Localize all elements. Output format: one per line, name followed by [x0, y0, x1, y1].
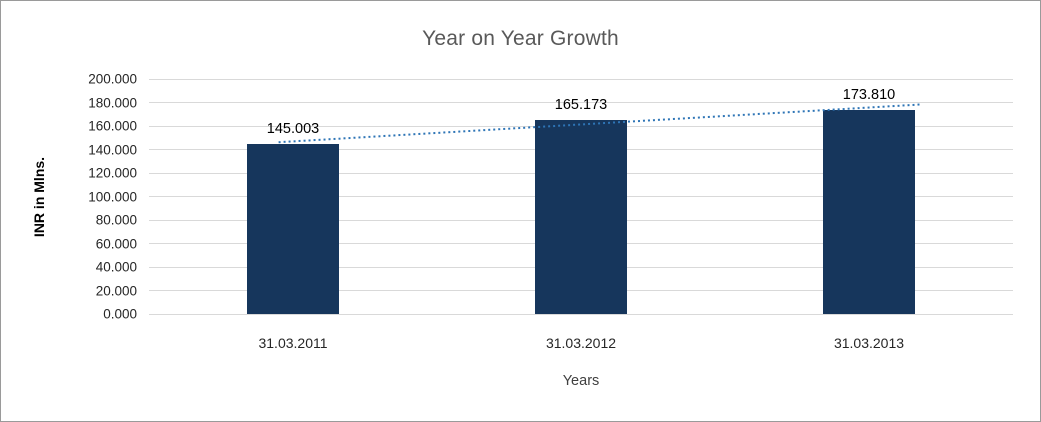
trendline-path — [278, 103, 921, 144]
y-tick-label: 80.000 — [95, 212, 137, 228]
y-tick-label: 120.000 — [88, 165, 137, 181]
y-tick-label: 200.000 — [88, 71, 137, 87]
y-tick-label: 180.000 — [88, 95, 137, 110]
x-tick-label: 31.03.2013 — [833, 335, 905, 351]
bar-data-label: 173.810 — [842, 86, 896, 103]
y-tick-label: 20.000 — [95, 283, 137, 298]
x-tick-label: 31.03.2011 — [258, 335, 328, 351]
plot-area: 145.003 165.173 173.810 — [149, 78, 1013, 315]
y-axis-ticks: 0.000 20.000 40.000 60.000 80.000 100.000 120.… — [1, 72, 137, 322]
bar-data-label: 165.173 — [554, 96, 608, 113]
gridline — [149, 102, 1013, 103]
trendline — [278, 103, 921, 144]
y-tick-label: 60.000 — [95, 236, 137, 251]
gridline — [149, 78, 1013, 80]
bar — [535, 119, 627, 314]
bar — [247, 143, 339, 314]
gridline — [149, 313, 1013, 315]
x-axis-title: Years — [562, 373, 600, 389]
y-tick-label: 0.000 — [103, 306, 137, 322]
y-tick-label: 140.000 — [88, 142, 137, 157]
x-axis-ticks: 31.03.2011 31.03.2012 31.03.2013 — [149, 335, 1013, 355]
y-tick-label: 100.000 — [88, 189, 137, 204]
y-tick-label: 160.000 — [88, 118, 137, 134]
bar-data-label: 145.003 — [266, 120, 320, 137]
bar — [823, 109, 915, 314]
y-tick-label: 40.000 — [95, 259, 137, 275]
x-tick-label: 31.03.2012 — [545, 335, 617, 351]
chart-title: Year on Year Growth — [422, 27, 619, 50]
